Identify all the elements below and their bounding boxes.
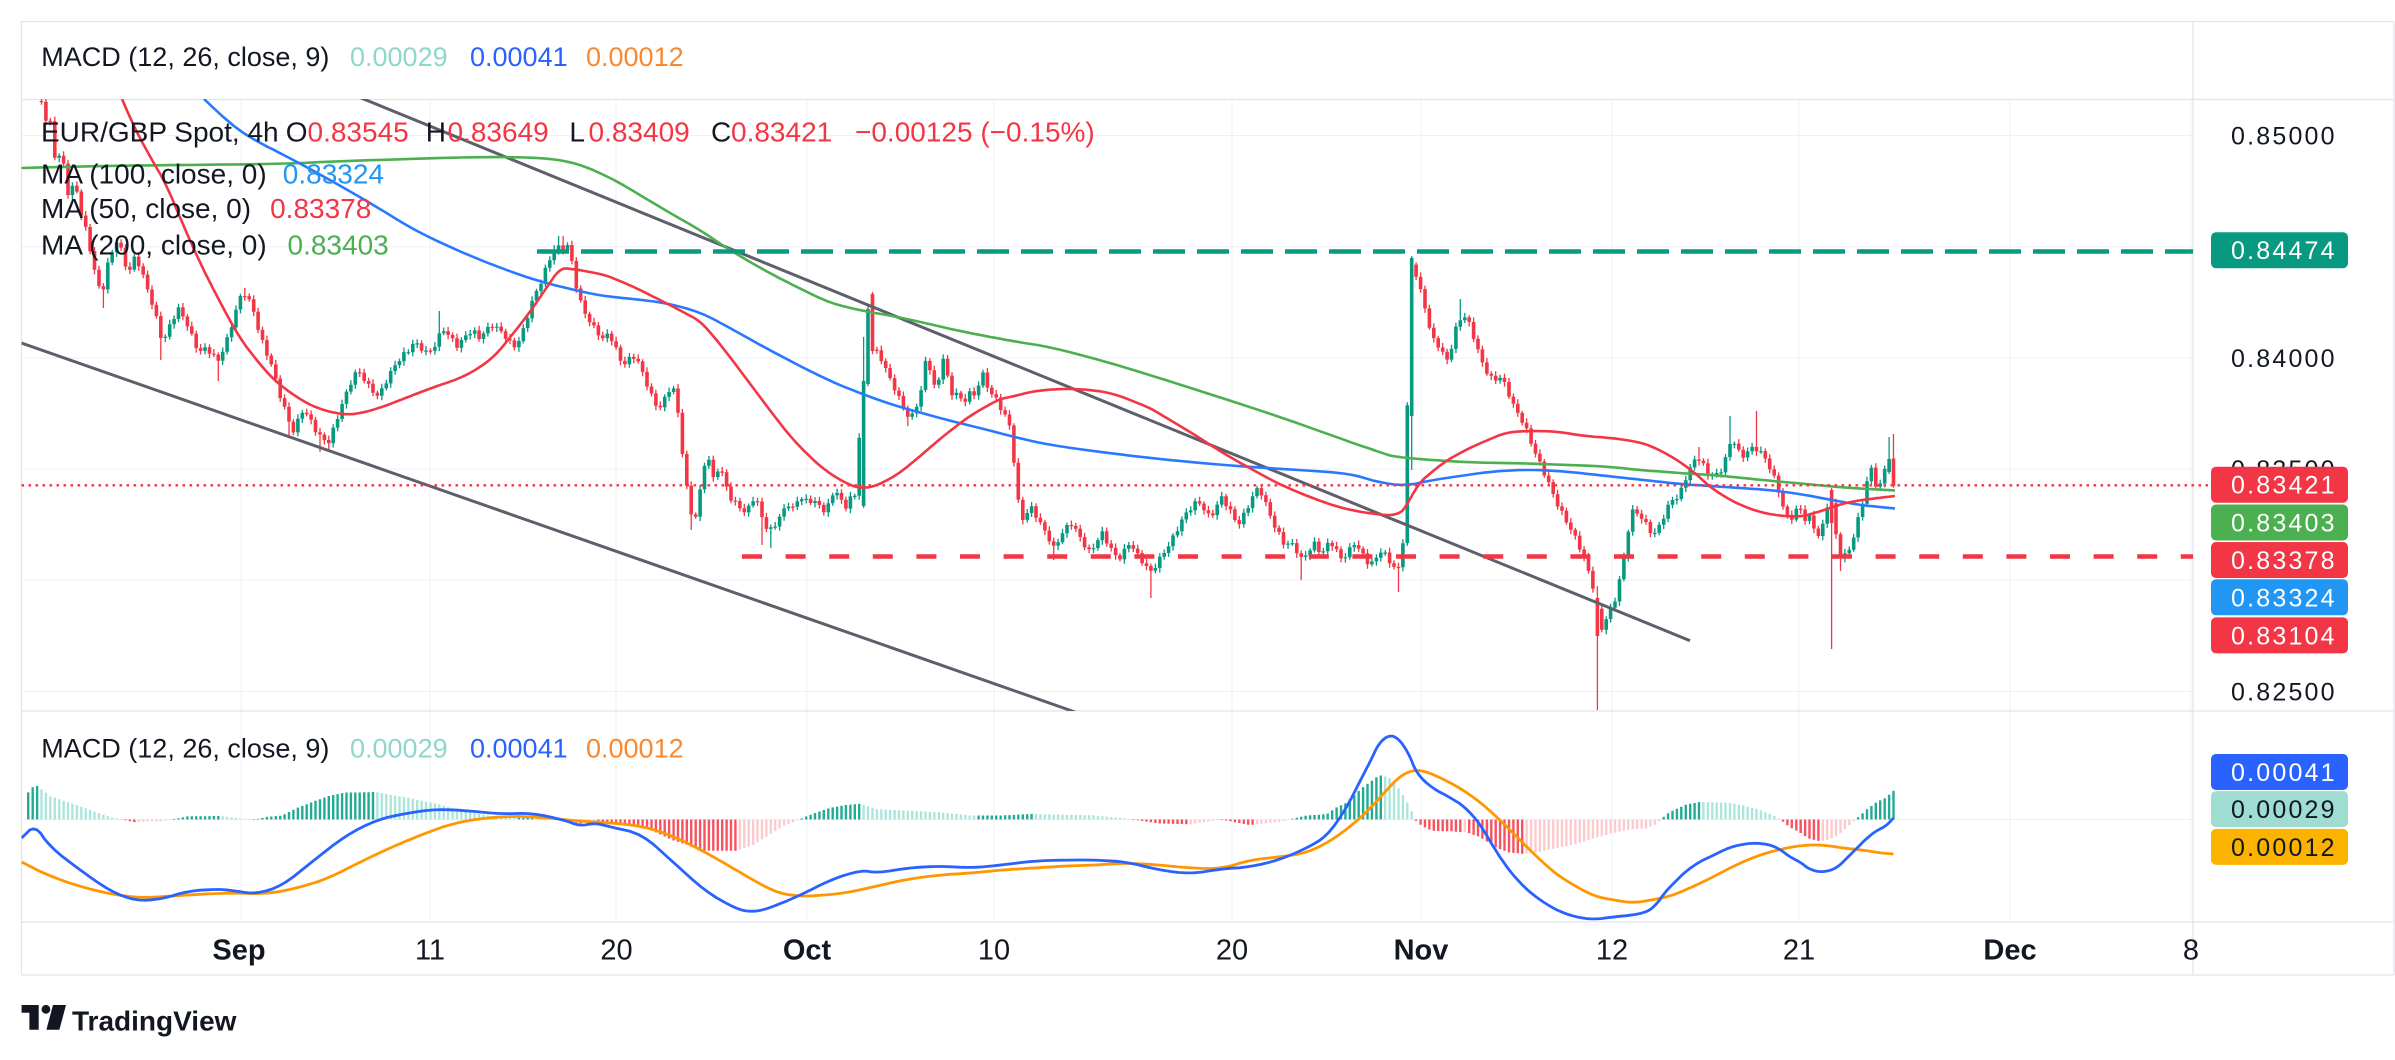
svg-text:MA (100, close, 0): MA (100, close, 0) <box>41 158 267 189</box>
svg-text:0.00041: 0.00041 <box>470 42 568 72</box>
svg-text:0.00012: 0.00012 <box>586 42 684 72</box>
svg-text:21: 21 <box>1783 935 1815 967</box>
svg-text:0.83403: 0.83403 <box>288 230 389 261</box>
svg-text:−0.00125 (−0.15%): −0.00125 (−0.15%) <box>855 117 1095 148</box>
svg-text:0.84000: 0.84000 <box>2231 345 2337 373</box>
svg-text:Oct: Oct <box>783 935 832 967</box>
svg-text:0.82500: 0.82500 <box>2231 679 2337 707</box>
svg-text:Nov: Nov <box>1394 935 1449 967</box>
svg-text:0.83649: 0.83649 <box>448 117 549 148</box>
svg-text:20: 20 <box>1216 935 1248 967</box>
svg-text:0.00029: 0.00029 <box>350 42 448 72</box>
svg-text:H: H <box>426 117 446 148</box>
svg-text:TradingView: TradingView <box>72 1005 237 1036</box>
svg-text:0.83403: 0.83403 <box>2231 510 2337 538</box>
svg-text:0.00012: 0.00012 <box>2231 834 2337 862</box>
svg-text:C: C <box>711 117 731 148</box>
svg-text:11: 11 <box>415 935 445 967</box>
svg-text:0.83421: 0.83421 <box>731 117 832 148</box>
svg-text:Dec: Dec <box>1983 935 2036 967</box>
svg-text:0.00029: 0.00029 <box>2231 796 2337 824</box>
svg-text:L: L <box>569 117 585 148</box>
svg-text:0.83378: 0.83378 <box>2231 547 2337 575</box>
svg-text:12: 12 <box>1596 935 1628 967</box>
svg-text:0.00029: 0.00029 <box>350 734 448 764</box>
svg-text:MACD (12, 26, close, 9): MACD (12, 26, close, 9) <box>41 42 329 72</box>
svg-text:EUR/GBP Spot, 4h: EUR/GBP Spot, 4h <box>41 117 279 148</box>
svg-text:0.84474: 0.84474 <box>2231 237 2337 265</box>
svg-text:0.83324: 0.83324 <box>2231 584 2337 612</box>
svg-text:0.83378: 0.83378 <box>270 193 371 224</box>
svg-text:0.83409: 0.83409 <box>589 117 690 148</box>
svg-text:0.00041: 0.00041 <box>470 734 568 764</box>
svg-text:MA (50, close, 0): MA (50, close, 0) <box>41 193 251 224</box>
svg-text:Sep: Sep <box>212 935 265 967</box>
svg-text:10: 10 <box>978 935 1010 967</box>
svg-text:0.85000: 0.85000 <box>2231 123 2337 151</box>
svg-text:0.00041: 0.00041 <box>2231 759 2337 787</box>
svg-text:MA (200, close, 0): MA (200, close, 0) <box>41 230 267 261</box>
svg-text:0.00012: 0.00012 <box>586 734 684 764</box>
svg-text:0.83421: 0.83421 <box>2231 472 2337 500</box>
svg-text:0.83324: 0.83324 <box>283 158 384 189</box>
svg-text:MACD (12, 26, close, 9): MACD (12, 26, close, 9) <box>41 734 329 764</box>
svg-text:20: 20 <box>600 935 632 967</box>
svg-text:0.83104: 0.83104 <box>2231 622 2337 650</box>
svg-text:8: 8 <box>2183 935 2199 967</box>
svg-text:O: O <box>286 117 308 148</box>
svg-text:0.83545: 0.83545 <box>308 117 409 148</box>
